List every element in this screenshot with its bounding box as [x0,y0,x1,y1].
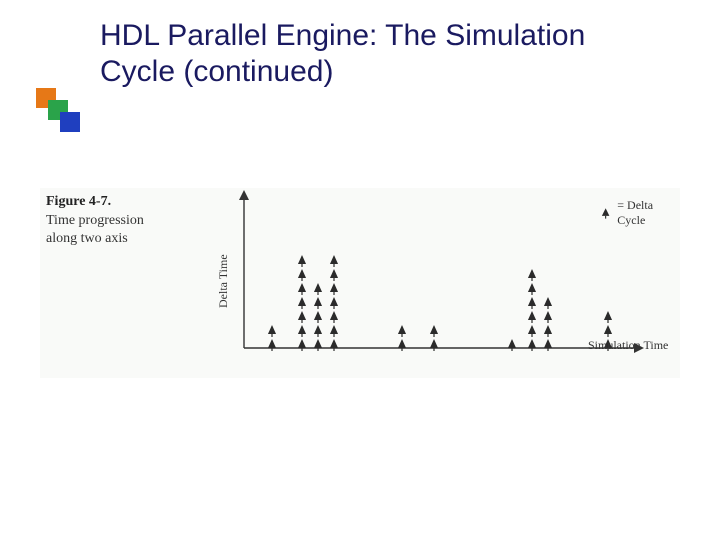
chart: Delta Time Simulation Time = Delta Cycle [210,188,680,378]
figure-caption-label: Figure 4-7. [46,194,111,210]
title-block: HDL Parallel Engine: The Simulation Cycl… [100,18,660,90]
accent-square [60,112,80,132]
x-axis-label: Simulation Time [588,338,668,353]
figure-area: Figure 4-7. Time progression along two a… [40,188,680,378]
y-axis-label: Delta Time [216,254,231,308]
slide: HDL Parallel Engine: The Simulation Cycl… [0,0,720,540]
delta-cycle-icon [600,207,611,219]
slide-title: HDL Parallel Engine: The Simulation Cycl… [100,18,660,90]
legend-text: = Delta Cycle [617,198,680,228]
figure-caption-text: Time progression along two axis [46,212,166,247]
legend: = Delta Cycle [600,198,680,228]
